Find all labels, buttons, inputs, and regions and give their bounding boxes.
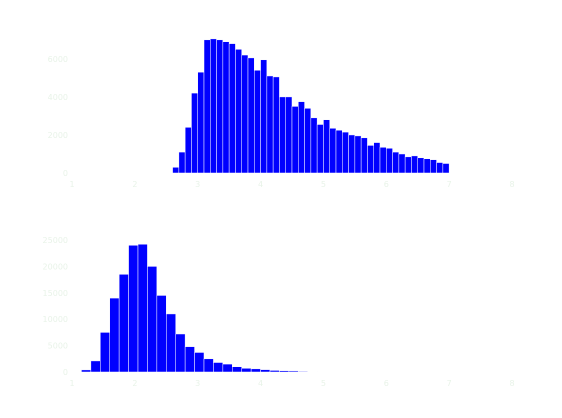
x-tick-label: 3 xyxy=(195,180,200,189)
histogram-bar xyxy=(213,362,224,373)
histogram-bar xyxy=(291,106,299,174)
x-tick-label: 3 xyxy=(195,379,200,388)
histogram-bar xyxy=(216,39,224,174)
histogram-bar xyxy=(298,101,305,174)
histogram-bar xyxy=(194,352,205,373)
y-tick-label: 0 xyxy=(63,368,68,377)
histogram-bar xyxy=(298,371,308,373)
bottom-histogram: 1 2 3 4 5 6 7 8 0 5000 10000 15000 20000 25000 xyxy=(43,236,515,388)
histogram-bar xyxy=(228,43,236,174)
histogram-bar xyxy=(260,369,271,373)
histogram-bar xyxy=(288,370,299,373)
histogram-bar xyxy=(118,274,129,373)
histogram-bar xyxy=(128,245,139,373)
x-tick-label: 7 xyxy=(447,180,452,189)
histogram-bar xyxy=(354,135,362,174)
histogram-bar xyxy=(417,157,425,174)
histogram-bar xyxy=(304,108,312,174)
histogram-bar xyxy=(247,57,255,174)
histogram-bar xyxy=(310,117,318,174)
x-tick-label: 6 xyxy=(384,180,389,189)
histogram-bar xyxy=(379,147,387,174)
x-tick-label: 6 xyxy=(384,379,389,388)
histogram-bar xyxy=(156,295,167,373)
histogram-bar xyxy=(222,363,233,373)
histogram-bar xyxy=(442,163,450,174)
histogram-bar xyxy=(430,159,437,174)
histogram-bar xyxy=(197,71,205,174)
histogram-bar xyxy=(232,366,242,373)
y-tick-label: 4000 xyxy=(48,93,68,102)
histogram-bar xyxy=(241,368,252,373)
histogram-bar xyxy=(279,96,286,174)
histogram-bar xyxy=(203,358,214,373)
histogram-bar xyxy=(210,38,217,174)
histogram-bar xyxy=(386,148,393,174)
histogram-bar xyxy=(436,162,444,174)
histogram-bar xyxy=(360,137,368,174)
histogram-bar xyxy=(178,151,186,174)
histogram-bar xyxy=(269,370,280,373)
histogram-bar xyxy=(342,131,349,174)
y-tick-label: 10000 xyxy=(43,315,68,324)
histogram-bar xyxy=(285,96,293,174)
histogram-bar xyxy=(348,134,356,174)
x-tick-label: 5 xyxy=(321,379,326,388)
histogram-bar xyxy=(184,346,195,373)
x-tick-label: 4 xyxy=(258,180,263,189)
histogram-bar xyxy=(272,76,280,174)
histogram-bar xyxy=(100,332,110,373)
histogram-bar xyxy=(316,124,324,174)
histogram-bar xyxy=(109,297,120,373)
x-tick-label: 1 xyxy=(69,379,74,388)
histogram-bar xyxy=(335,129,343,174)
top-histogram: 1 2 3 4 5 6 7 8 0 2000 4000 6000 xyxy=(48,38,515,189)
histogram-bar xyxy=(260,59,268,174)
histogram-bar xyxy=(404,156,412,174)
histogram-bar xyxy=(266,75,274,174)
y-tick-label: 0 xyxy=(63,169,68,178)
histogram-bar xyxy=(411,155,418,174)
x-tick-label: 5 xyxy=(321,180,326,189)
y-tick-label: 6000 xyxy=(48,55,68,64)
histogram-bar xyxy=(147,266,158,373)
histogram-bar xyxy=(367,145,374,174)
histogram-bar xyxy=(203,39,211,174)
histogram-bar xyxy=(172,167,180,174)
y-tick-label: 5000 xyxy=(48,342,68,351)
histogram-bar xyxy=(398,153,406,174)
histogram-bar xyxy=(81,369,92,373)
y-tick-label: 20000 xyxy=(43,262,68,271)
histogram-bar xyxy=(323,119,330,174)
x-tick-label: 2 xyxy=(132,180,137,189)
histogram-bar xyxy=(254,70,261,174)
histogram-bar xyxy=(250,368,261,373)
histogram-bar xyxy=(392,151,400,174)
histogram-bar xyxy=(222,41,230,174)
y-tick-label: 15000 xyxy=(43,289,68,298)
histogram-bar xyxy=(175,333,186,373)
histogram-bar xyxy=(279,370,290,373)
histogram-bar xyxy=(184,127,192,174)
y-tick-label: 2000 xyxy=(48,131,68,140)
x-tick-label: 8 xyxy=(509,379,514,388)
x-tick-label: 2 xyxy=(132,379,137,388)
y-tick-label: 25000 xyxy=(43,236,68,245)
histogram-bar xyxy=(166,313,176,373)
histogram-bar xyxy=(191,92,198,174)
x-tick-label: 4 xyxy=(258,379,263,388)
histogram-bar xyxy=(329,128,337,174)
histogram-bar xyxy=(423,158,431,174)
x-tick-label: 8 xyxy=(509,180,514,189)
histogram-bar xyxy=(241,54,249,174)
histogram-bar xyxy=(137,243,148,373)
histogram-bar xyxy=(235,49,242,174)
histogram-bar xyxy=(90,360,101,373)
x-tick-label: 7 xyxy=(447,379,452,388)
histogram-bar xyxy=(373,142,381,174)
x-tick-label: 1 xyxy=(69,180,74,189)
